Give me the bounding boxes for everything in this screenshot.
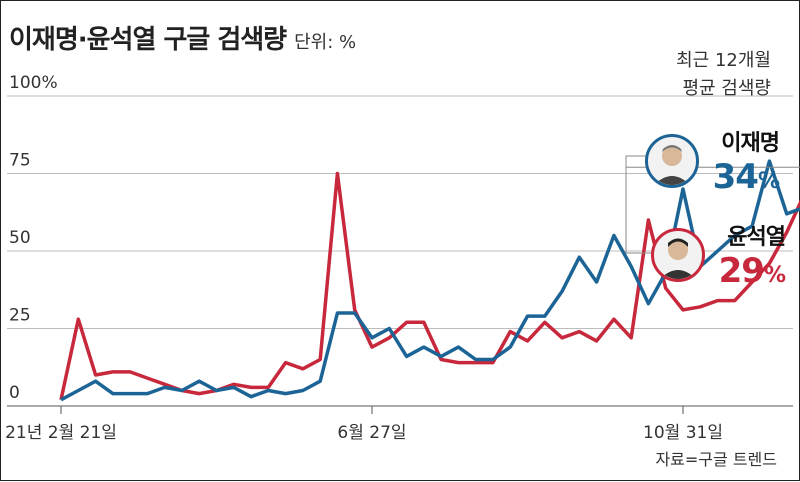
y-tick-label: 75 — [9, 151, 31, 171]
series-line-lee — [60, 159, 800, 402]
x-tick-label: 6월 27일 — [337, 423, 406, 443]
y-tick-label: 0 — [9, 383, 20, 403]
source-label: 자료=구글 트렌드 — [655, 450, 777, 469]
lee-name: 이재명 — [721, 131, 780, 156]
unit-label: 단위: % — [294, 32, 357, 53]
y-axis-labels: 0 25 50 75 100% — [9, 73, 58, 403]
x-tick-label: 10월 31일 — [643, 423, 723, 443]
candidate-lee: 이재명 34% — [644, 125, 780, 197]
person-icon — [653, 145, 690, 185]
note-line-1: 최근 12개월 — [676, 50, 771, 71]
yoon-name: 윤석열 — [727, 225, 786, 250]
x-tick-label: 21년 2월 21일 — [5, 423, 117, 443]
series-lines — [59, 159, 800, 402]
person-icon — [659, 238, 696, 279]
y-tick-label: 100% — [9, 73, 58, 93]
yoon-avatar — [650, 228, 705, 282]
y-tick-label: 25 — [9, 306, 31, 326]
y-tick-label: 50 — [9, 228, 31, 248]
yoon-value: 29% — [718, 251, 786, 291]
note-line-2: 평균 검색량 — [682, 78, 771, 99]
chart-title: 이재명·윤석열 구글 검색량 — [9, 25, 287, 55]
candidate-yoon: 윤석열 29% — [650, 219, 786, 291]
connector-yoon — [625, 167, 653, 254]
yoon-text: 윤석열 29% — [718, 219, 786, 291]
lee-value: 34% — [712, 157, 780, 197]
title-area: 이재명·윤석열 구글 검색량 단위: % — [9, 19, 356, 56]
average-note: 최근 12개월 평균 검색량 — [676, 47, 771, 103]
lee-text: 이재명 34% — [712, 125, 780, 197]
legend-connectors — [625, 155, 800, 254]
series-line-yoon — [59, 171, 800, 401]
lee-avatar — [644, 134, 699, 188]
connector-lee — [625, 155, 800, 168]
